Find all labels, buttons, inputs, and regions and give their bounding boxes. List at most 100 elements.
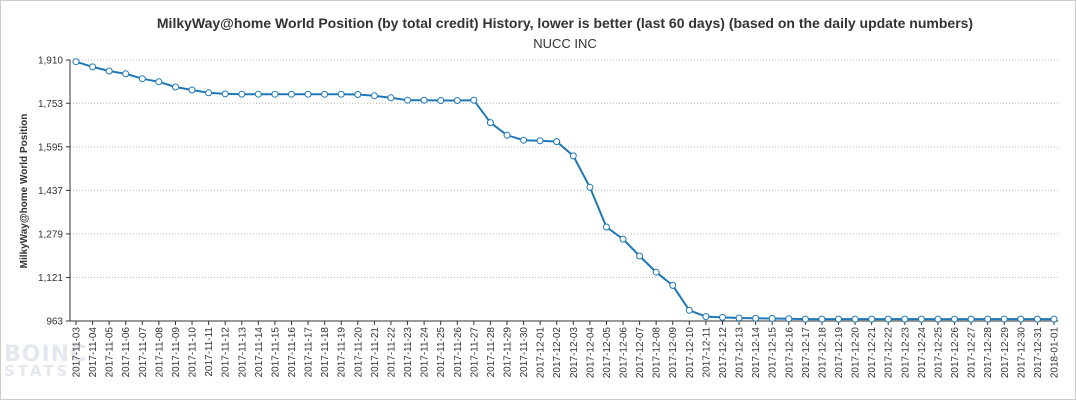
- x-tick-label: 2017-11-29: [502, 327, 513, 378]
- data-point: [851, 315, 859, 323]
- x-tick-label: 2017-12-28: [983, 327, 994, 379]
- x-tick-label: 2017-12-08: [652, 327, 663, 379]
- x-tick-label: 2017-11-09: [171, 327, 182, 378]
- x-tick-label: 2017-11-13: [237, 327, 248, 378]
- data-point: [138, 75, 146, 83]
- x-tick-label: 2017-11-07: [138, 327, 149, 378]
- data-point: [470, 96, 478, 104]
- x-tick-label: 2017-11-16: [287, 327, 298, 378]
- data-point: [1050, 315, 1058, 323]
- x-tick-label: 2017-12-10: [685, 327, 696, 379]
- data-point: [835, 315, 842, 323]
- x-tick-label: 2017-11-20: [353, 327, 364, 378]
- chart-subtitle: NUCC INC: [533, 36, 597, 51]
- data-point: [702, 313, 710, 321]
- x-tick-label: 2017-12-11: [701, 327, 712, 378]
- x-tick-label: 2017-11-23: [403, 327, 414, 378]
- x-tick-label: 2017-12-01: [536, 327, 547, 379]
- x-tick-label: 2017-12-16: [784, 327, 795, 379]
- data-point: [586, 183, 594, 191]
- gridlines: [70, 59, 1058, 322]
- data-point: [205, 89, 213, 97]
- x-tick-label: 2017-11-06: [121, 327, 132, 378]
- x-tick-label: 2017-12-20: [851, 327, 862, 379]
- x-tick-label: 2017-11-28: [486, 327, 497, 378]
- x-tick-label: 2017-11-08: [154, 327, 165, 378]
- series-position: [72, 58, 1058, 323]
- x-tick-label: 2017-12-27: [967, 327, 978, 379]
- x-tick-label: 2017-11-04: [88, 327, 99, 378]
- y-axis-ticks: 963 1,121 1,279 1,437 1,595 1,753 1,910: [38, 56, 70, 328]
- x-tick-label: 2017-12-03: [569, 327, 580, 379]
- y-tick-label: 1,753: [38, 99, 63, 110]
- data-point: [72, 58, 80, 66]
- x-tick-label: 2017-12-31: [1033, 327, 1044, 379]
- data-point: [387, 94, 395, 102]
- x-tick-label: 2017-11-24: [420, 327, 431, 378]
- x-tick-label: 2017-11-05: [105, 327, 116, 378]
- x-tick-label: 2017-12-06: [619, 327, 630, 379]
- x-tick-label: 2017-12-24: [917, 327, 928, 379]
- x-tick-label: 2017-11-30: [519, 327, 530, 378]
- data-point: [122, 70, 130, 78]
- x-tick-label: 2018-01-01: [1050, 327, 1061, 379]
- x-tick-label: 2017-12-18: [817, 327, 828, 379]
- x-tick-label: 2017-12-04: [585, 327, 596, 379]
- data-point: [155, 78, 163, 86]
- data-point: [884, 315, 892, 323]
- x-tick-label: 2017-12-25: [933, 327, 944, 379]
- x-tick-label: 2017-12-22: [884, 327, 895, 379]
- data-point: [337, 90, 345, 98]
- data-point: [420, 96, 428, 104]
- data-point: [735, 314, 743, 322]
- data-point: [304, 90, 312, 98]
- data-point: [520, 136, 528, 144]
- x-tick-label: 2017-11-03: [72, 327, 83, 378]
- x-tick-label: 2017-11-21: [370, 327, 381, 378]
- data-point: [288, 90, 295, 98]
- data-point: [1000, 315, 1008, 323]
- chart-title: MilkyWay@home World Position (by total c…: [157, 15, 973, 31]
- x-tick-label: 2017-11-14: [254, 327, 265, 378]
- data-point: [818, 315, 826, 323]
- data-point: [951, 315, 958, 323]
- data-point: [801, 315, 809, 323]
- x-axis-ticks: 2017-11-03 2017-11-04 2017-11-05 2017-11-06…: [72, 321, 1061, 378]
- data-point: [934, 315, 942, 323]
- y-tick-label: 1,437: [38, 186, 63, 197]
- data-point: [271, 90, 279, 98]
- data-point: [437, 97, 445, 104]
- data-point: [719, 313, 726, 321]
- y-tick-label: 1,279: [38, 229, 63, 240]
- x-tick-label: 2017-12-29: [1000, 327, 1011, 379]
- data-point: [486, 119, 494, 127]
- data-point: [321, 90, 329, 98]
- x-tick-label: 2017-11-27: [469, 327, 480, 378]
- data-point: [619, 235, 627, 243]
- watermark-line-1: BOINC: [4, 342, 88, 367]
- y-tick-label: 1,910: [38, 56, 63, 67]
- data-point: [89, 63, 97, 71]
- data-point: [901, 315, 909, 323]
- x-tick-label: 2017-11-11: [204, 327, 215, 377]
- data-point: [172, 83, 179, 91]
- data-point: [602, 223, 610, 231]
- data-point: [967, 315, 975, 323]
- x-tick-label: 2017-12-05: [602, 327, 613, 379]
- x-tick-label: 2017-12-07: [635, 327, 646, 379]
- y-tick-label: 1,595: [38, 142, 63, 153]
- x-tick-label: 2017-12-14: [751, 327, 762, 379]
- data-point: [254, 90, 262, 98]
- x-tick-label: 2017-12-19: [834, 327, 845, 379]
- data-point: [1033, 315, 1041, 323]
- x-tick-label: 2017-12-12: [718, 327, 729, 379]
- x-tick-label: 2017-11-15: [270, 327, 281, 378]
- x-tick-label: 2017-12-13: [735, 327, 746, 379]
- data-point: [404, 96, 411, 104]
- x-tick-label: 2017-11-25: [436, 327, 447, 378]
- data-point: [370, 92, 378, 100]
- data-point: [536, 137, 544, 145]
- data-point: [685, 306, 693, 314]
